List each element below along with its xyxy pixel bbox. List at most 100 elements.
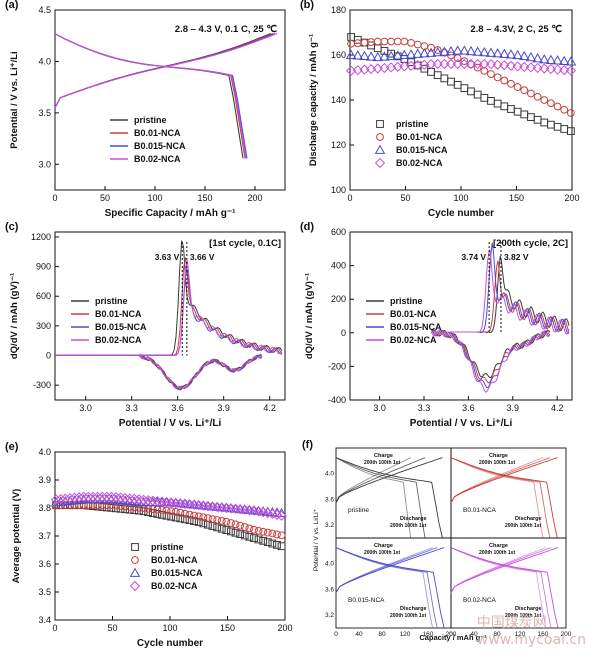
x-tick-label: 3.0 — [373, 403, 386, 413]
data-point — [505, 49, 517, 59]
data-point — [193, 500, 204, 511]
data-point — [153, 510, 162, 518]
data-point — [161, 496, 172, 508]
y-tick-label: 3.2 — [325, 612, 334, 619]
data-point — [545, 63, 557, 75]
data-point — [217, 524, 226, 533]
y-tick-label: 3.2 — [325, 522, 334, 529]
cycle-order-label: 200th 100th 1st — [479, 550, 515, 556]
subplot-sample-label: B0.015-NCA — [348, 597, 385, 604]
data-point — [115, 492, 126, 503]
x-tick-label: 200 — [561, 631, 572, 638]
data-point — [120, 492, 131, 504]
data-point — [347, 33, 356, 41]
data-point — [505, 60, 517, 71]
data-point — [427, 43, 435, 52]
data-point — [207, 501, 218, 512]
data-point — [465, 58, 477, 70]
x-axis-label: Cycle number — [428, 208, 494, 219]
data-point — [51, 494, 62, 505]
y-tick-label: 3.4 — [38, 615, 51, 625]
data-point — [254, 526, 263, 535]
data-point — [190, 511, 199, 520]
data-point — [239, 504, 250, 515]
data-point — [244, 505, 255, 516]
data-point — [558, 55, 570, 66]
data-point — [64, 493, 76, 504]
data-point — [433, 46, 442, 54]
x-tick-label: 50 — [107, 623, 117, 633]
cycle-order-label: 200th 100th 1st — [364, 550, 400, 556]
data-point — [222, 517, 231, 526]
y-tick-label: 400 — [331, 261, 346, 271]
data-point — [492, 59, 503, 70]
data-point — [525, 62, 537, 73]
x-tick-label: 200 — [277, 623, 292, 633]
data-point — [427, 68, 435, 76]
x-tick-label: 40 — [355, 631, 363, 638]
cycle-annotation: [1st cycle, 0.1C] — [209, 238, 281, 249]
legend-marker — [374, 157, 386, 169]
discharge-curve — [335, 547, 445, 629]
data-point — [359, 50, 370, 61]
data-point — [230, 503, 241, 514]
x-tick-label: 160 — [423, 631, 434, 638]
discharge-label: Discharge — [400, 606, 427, 612]
data-point — [87, 491, 99, 502]
legend-entry: B0.02-NCA — [390, 335, 437, 345]
legend: pristine B0.01-NCA B0.015-NCA B0.02-NCA — [110, 115, 186, 164]
panel-label: (f) — [302, 439, 313, 451]
y-tick-label: 0 — [46, 351, 51, 361]
data-point — [499, 60, 510, 71]
cycle-order-label: 200th 100th 1st — [390, 523, 426, 529]
data-point — [202, 500, 214, 512]
data-point — [379, 51, 390, 61]
charge-label: Charge — [489, 543, 508, 549]
y-tick-label: 4.5 — [38, 5, 51, 15]
data-point — [472, 58, 483, 70]
data-point — [167, 512, 176, 521]
data-point — [190, 517, 199, 526]
x-axis-label: Capacity / mAh g⁻¹ — [419, 633, 487, 642]
condition-annotation: 2.8 – 4.3V, 2 C, 25 ℃ — [470, 24, 562, 35]
data-point — [245, 524, 254, 533]
data-point — [55, 494, 66, 505]
panel-label: (c) — [5, 221, 19, 233]
data-point — [225, 503, 237, 514]
data-point — [365, 51, 377, 61]
data-point — [92, 491, 103, 502]
data-point — [263, 538, 272, 547]
data-point — [240, 523, 249, 531]
subplot-frame — [450, 537, 567, 629]
data-point — [184, 499, 195, 510]
data-point — [547, 120, 555, 129]
data-point — [532, 62, 543, 74]
y-tick-label: 4.0 — [38, 56, 51, 66]
dqdv-discharge-curve — [431, 329, 550, 389]
data-point — [138, 494, 149, 505]
plot-frame — [54, 9, 286, 191]
data-point — [520, 110, 529, 119]
data-point — [385, 50, 397, 61]
watermark-url: www.mycoal.cn — [476, 632, 586, 648]
data-point — [259, 536, 268, 545]
axes-d: 3.0 3.3 3.6 3.9 4.2 -400 -200 0 200 400 600 Potenti… — [300, 221, 573, 429]
data-point — [453, 80, 462, 89]
data-point — [560, 125, 569, 133]
legend-marker — [131, 556, 139, 564]
data-point — [189, 499, 200, 510]
data-point — [69, 492, 80, 503]
charge-label: Charge — [374, 453, 393, 459]
data-point — [485, 59, 497, 70]
data-point — [513, 83, 522, 91]
data-point — [387, 37, 395, 46]
data-point — [405, 49, 417, 59]
dqdv-discharge-curve — [138, 355, 263, 390]
data-point — [500, 76, 509, 85]
y-tick-label: 3.7 — [38, 531, 51, 541]
panel-label: (a) — [5, 0, 19, 11]
plot-frame — [349, 231, 573, 401]
y-tick-label: 300 — [36, 321, 51, 331]
x-tick-label: 150 — [220, 623, 235, 633]
data-point — [487, 97, 495, 105]
